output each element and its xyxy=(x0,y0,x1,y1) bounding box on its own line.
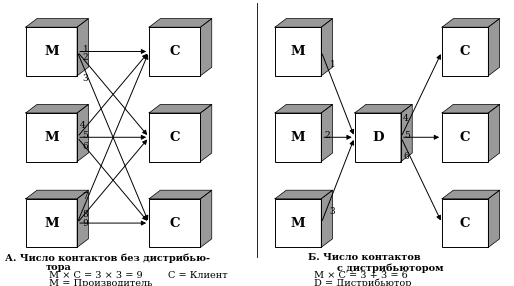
Polygon shape xyxy=(442,19,500,27)
Text: 3: 3 xyxy=(82,74,87,83)
Text: 7: 7 xyxy=(82,192,88,201)
Text: 9: 9 xyxy=(83,219,88,228)
Text: 1: 1 xyxy=(83,45,88,54)
Polygon shape xyxy=(355,104,412,113)
Polygon shape xyxy=(275,19,333,27)
Text: M: M xyxy=(291,217,305,230)
Polygon shape xyxy=(275,104,333,113)
Bar xyxy=(355,113,401,162)
Text: C: C xyxy=(170,217,180,230)
Text: 5: 5 xyxy=(405,131,411,140)
Text: 4: 4 xyxy=(80,121,85,130)
Bar xyxy=(26,113,77,162)
Text: C: C xyxy=(460,131,470,144)
Text: D: D xyxy=(372,131,383,144)
Polygon shape xyxy=(401,104,412,162)
Bar xyxy=(442,27,488,76)
Text: M: M xyxy=(291,131,305,144)
Text: А. Число контактов без дистрибью-: А. Число контактов без дистрибью- xyxy=(5,253,210,263)
Bar xyxy=(275,27,321,76)
Bar xyxy=(149,113,200,162)
Polygon shape xyxy=(200,190,212,247)
Text: C: C xyxy=(460,217,470,230)
Text: 6: 6 xyxy=(403,152,409,161)
Bar xyxy=(149,27,200,76)
Bar xyxy=(26,199,77,247)
Polygon shape xyxy=(26,190,88,199)
Text: M: M xyxy=(44,131,59,144)
Text: C: C xyxy=(170,45,180,58)
Polygon shape xyxy=(442,190,500,199)
Polygon shape xyxy=(488,19,500,76)
Text: с дистрибьютором: с дистрибьютором xyxy=(337,263,443,273)
Polygon shape xyxy=(200,19,212,76)
Text: тора: тора xyxy=(46,263,72,272)
Text: 2: 2 xyxy=(324,131,330,140)
Text: M: M xyxy=(291,45,305,58)
Polygon shape xyxy=(321,190,333,247)
Polygon shape xyxy=(26,19,88,27)
Polygon shape xyxy=(488,104,500,162)
Polygon shape xyxy=(149,104,212,113)
Bar xyxy=(149,199,200,247)
Polygon shape xyxy=(26,104,88,113)
Text: 8: 8 xyxy=(83,210,88,219)
Polygon shape xyxy=(149,190,212,199)
Text: M = Производитель: M = Производитель xyxy=(49,279,152,286)
Polygon shape xyxy=(275,190,333,199)
Text: 2: 2 xyxy=(83,53,88,62)
Bar xyxy=(442,199,488,247)
Polygon shape xyxy=(488,190,500,247)
Polygon shape xyxy=(77,190,88,247)
Polygon shape xyxy=(149,19,212,27)
Text: 1: 1 xyxy=(329,59,335,69)
Bar xyxy=(275,113,321,162)
Text: 6: 6 xyxy=(83,142,88,151)
Text: C: C xyxy=(460,45,470,58)
Text: 4: 4 xyxy=(403,114,409,124)
Text: C: C xyxy=(170,131,180,144)
Text: 3: 3 xyxy=(329,206,335,216)
Text: M: M xyxy=(44,45,59,58)
Polygon shape xyxy=(77,19,88,76)
Bar xyxy=(26,27,77,76)
Polygon shape xyxy=(321,104,333,162)
Bar xyxy=(442,113,488,162)
Bar xyxy=(275,199,321,247)
Polygon shape xyxy=(200,104,212,162)
Polygon shape xyxy=(77,104,88,162)
Text: Б. Число контактов: Б. Число контактов xyxy=(308,253,421,262)
Polygon shape xyxy=(442,104,500,113)
Text: M: M xyxy=(44,217,59,230)
Polygon shape xyxy=(321,19,333,76)
Text: C = Клиент: C = Клиент xyxy=(168,271,228,280)
Text: 5: 5 xyxy=(82,131,88,140)
Text: M × C = 3 + 3 = 6: M × C = 3 + 3 = 6 xyxy=(314,271,407,280)
Text: M × C = 3 × 3 = 9: M × C = 3 × 3 = 9 xyxy=(49,271,142,280)
Text: D = Дистрибьютор: D = Дистрибьютор xyxy=(314,279,411,286)
